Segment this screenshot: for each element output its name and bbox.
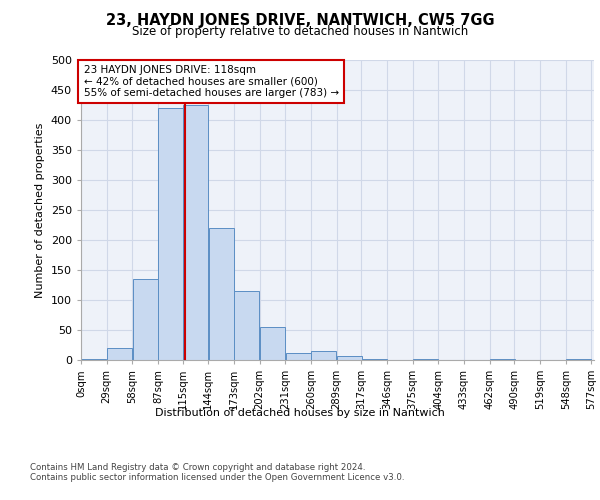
Text: Contains HM Land Registry data © Crown copyright and database right 2024.: Contains HM Land Registry data © Crown c… — [30, 462, 365, 471]
Bar — [286, 353, 311, 360]
Bar — [337, 356, 362, 360]
Bar — [234, 291, 259, 360]
Bar — [362, 359, 387, 360]
Bar — [260, 327, 285, 360]
Bar — [107, 348, 132, 360]
Text: Size of property relative to detached houses in Nantwich: Size of property relative to detached ho… — [132, 25, 468, 38]
Bar — [133, 279, 158, 360]
Bar — [311, 351, 337, 360]
Bar — [183, 105, 208, 360]
Bar — [81, 359, 106, 360]
Bar — [158, 108, 184, 360]
Text: Contains public sector information licensed under the Open Government Licence v3: Contains public sector information licen… — [30, 472, 404, 482]
Text: Distribution of detached houses by size in Nantwich: Distribution of detached houses by size … — [155, 408, 445, 418]
Bar — [209, 228, 234, 360]
Text: 23, HAYDN JONES DRIVE, NANTWICH, CW5 7GG: 23, HAYDN JONES DRIVE, NANTWICH, CW5 7GG — [106, 12, 494, 28]
Text: 23 HAYDN JONES DRIVE: 118sqm
← 42% of detached houses are smaller (600)
55% of s: 23 HAYDN JONES DRIVE: 118sqm ← 42% of de… — [83, 65, 339, 98]
Y-axis label: Number of detached properties: Number of detached properties — [35, 122, 45, 298]
